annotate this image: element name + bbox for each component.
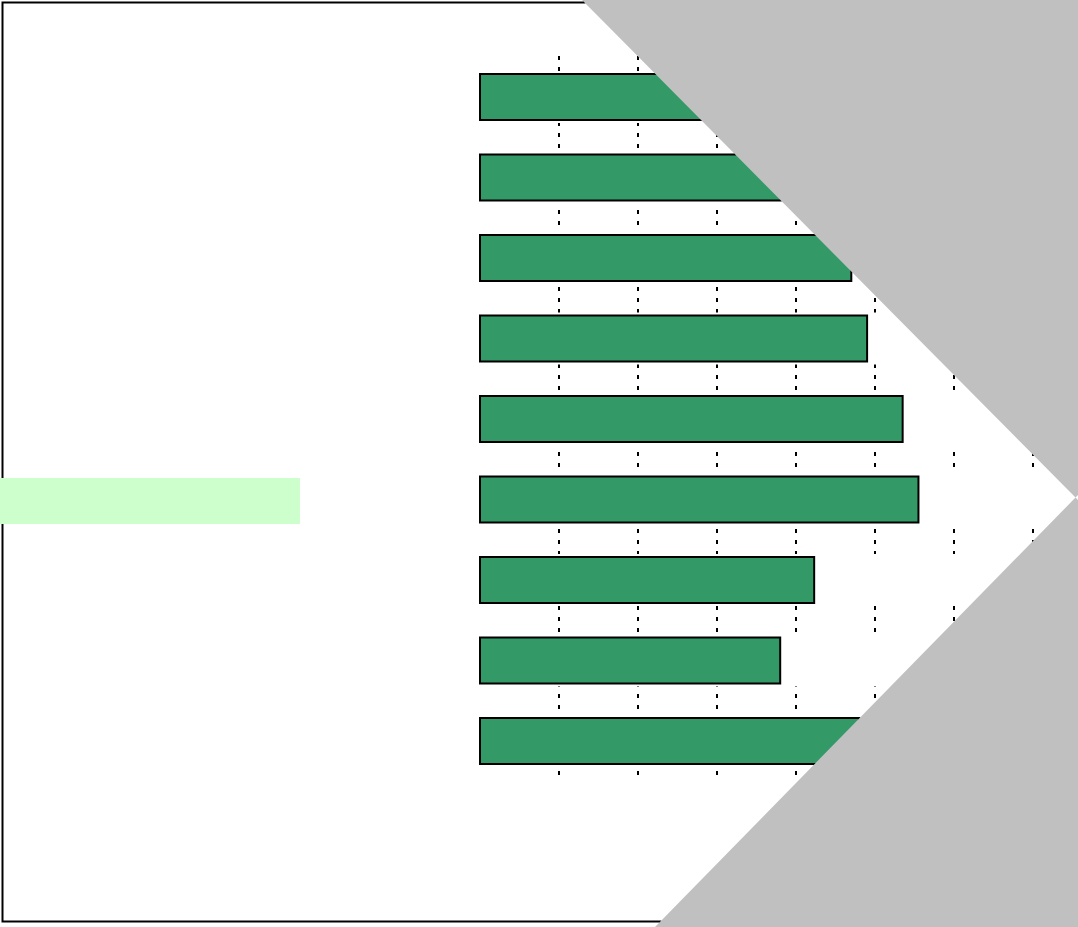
bar-1 — [479, 153, 786, 202]
bar-2 — [479, 234, 853, 282]
bar-5 — [479, 475, 920, 524]
bar-6 — [479, 556, 816, 604]
bar-4 — [479, 395, 904, 443]
bar-3 — [479, 314, 869, 363]
overlay-shape — [582, 0, 1078, 927]
highlighted-category-band — [0, 478, 300, 524]
bar-8 — [479, 717, 861, 765]
bar-7 — [479, 636, 782, 685]
